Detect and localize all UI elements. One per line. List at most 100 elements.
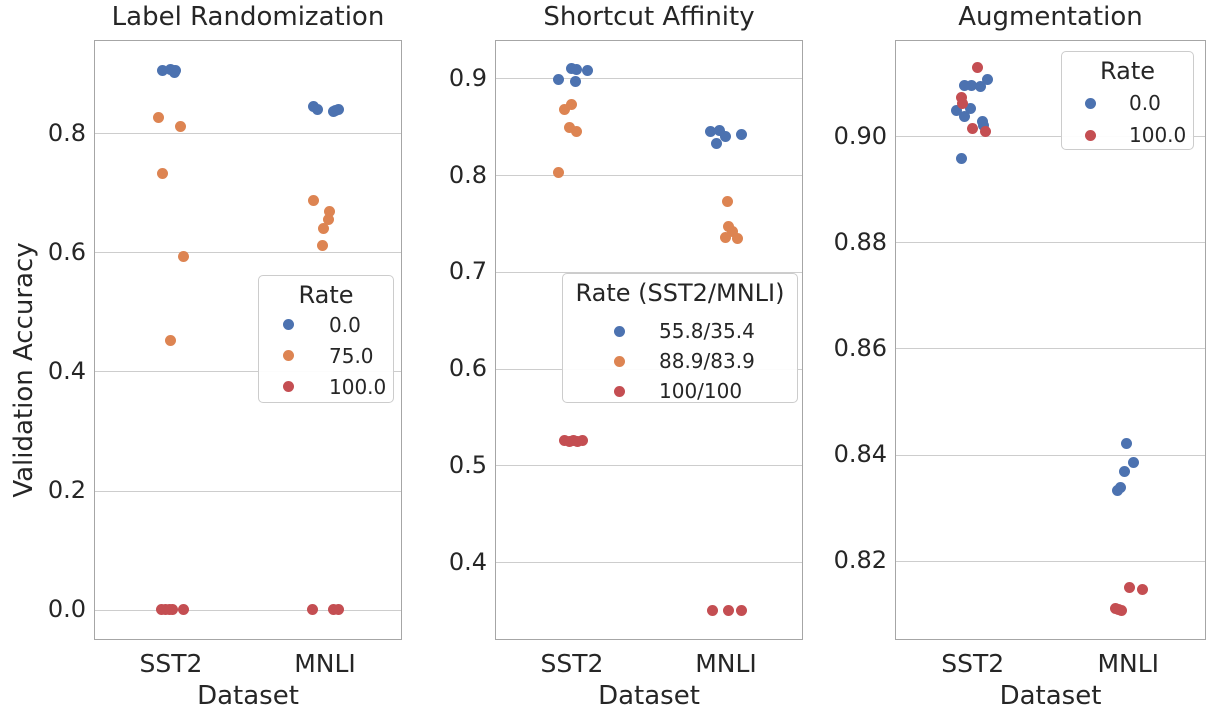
legend-entry-label: 100/100 xyxy=(659,379,743,403)
y-tick-label: 0.90 xyxy=(833,121,887,150)
legend-marker-dot xyxy=(282,381,294,392)
data-point xyxy=(731,232,743,244)
data-point xyxy=(332,603,344,615)
legend-entry-label: 0.0 xyxy=(1129,91,1161,115)
data-point xyxy=(332,104,344,116)
data-point xyxy=(959,110,971,122)
gridline xyxy=(95,252,401,254)
gridline xyxy=(95,609,401,611)
gridline xyxy=(95,490,401,492)
x-axis-label: Dataset xyxy=(598,681,700,711)
data-point xyxy=(558,104,570,116)
data-point xyxy=(174,121,186,133)
y-tick-label: 0.9 xyxy=(448,63,487,92)
legend-marker-dot xyxy=(1084,129,1096,141)
data-point xyxy=(1111,484,1123,496)
y-tick-label: 0.4 xyxy=(47,356,86,385)
gridline xyxy=(95,371,401,373)
legend-row: 0.0 xyxy=(259,309,393,340)
data-point xyxy=(722,605,734,617)
legend-title: Rate xyxy=(298,281,354,309)
gridline xyxy=(896,242,1205,244)
data-point xyxy=(311,103,323,115)
x-tick-label: MNLI xyxy=(1097,649,1160,678)
y-tick-label: 0.84 xyxy=(833,440,887,469)
y-tick-label: 0.86 xyxy=(833,333,887,362)
data-point xyxy=(1123,581,1135,593)
y-tick-label: 0.4 xyxy=(448,547,487,576)
data-point xyxy=(721,196,733,208)
data-point xyxy=(316,239,328,251)
y-tick-label: 0.8 xyxy=(47,118,86,147)
y-tick-label: 0.6 xyxy=(448,354,487,383)
data-point xyxy=(982,73,994,85)
data-point xyxy=(570,63,582,75)
legend-entry-label: 88.9/83.9 xyxy=(659,349,755,373)
data-point xyxy=(581,64,593,76)
x-axis-label: Dataset xyxy=(197,681,299,711)
data-point xyxy=(1118,465,1130,477)
data-point xyxy=(966,80,978,92)
data-point xyxy=(1120,437,1132,449)
legend: Rate 0.0 100.0 xyxy=(1061,51,1194,150)
data-point xyxy=(972,62,984,74)
legend-marker-dot xyxy=(282,350,294,361)
legend-entry-label: 55.8/35.4 xyxy=(659,319,755,343)
legend-row: 88.9/83.9 xyxy=(563,346,797,376)
data-point xyxy=(706,605,718,617)
data-point xyxy=(957,98,969,110)
legend-entry-label: 100.0 xyxy=(1129,123,1187,147)
gridline xyxy=(95,133,401,135)
x-tick-label: SST2 xyxy=(941,649,1005,678)
data-point xyxy=(713,125,725,137)
gridline xyxy=(896,560,1205,562)
data-point xyxy=(956,91,968,103)
data-point xyxy=(967,123,979,135)
x-tick-label: MNLI xyxy=(294,649,356,678)
data-point xyxy=(552,74,564,86)
y-tick-label: 0.7 xyxy=(448,257,487,286)
legend-marker-dot xyxy=(282,319,294,330)
gridline xyxy=(496,271,802,273)
panel-title: Shortcut Affinity xyxy=(543,2,755,32)
legend-entry-label: 100.0 xyxy=(329,374,387,399)
data-point xyxy=(719,131,731,143)
y-tick-label: 0.88 xyxy=(833,227,887,256)
data-point xyxy=(177,251,189,263)
gridline xyxy=(496,175,802,177)
gridline xyxy=(496,562,802,564)
data-point xyxy=(164,334,176,346)
x-axis-label: Dataset xyxy=(999,681,1102,711)
y-tick-label: 0.82 xyxy=(833,546,887,575)
data-point xyxy=(710,138,722,150)
data-point xyxy=(152,112,164,124)
gridline xyxy=(896,136,1205,138)
legend-row: 100/100 xyxy=(563,376,797,406)
legend: Rate 0.0 75.0 100.0 xyxy=(258,275,394,403)
data-point xyxy=(323,205,335,217)
data-point xyxy=(959,80,971,92)
data-point xyxy=(956,152,968,164)
y-tick-label: 0.5 xyxy=(448,450,487,479)
data-point xyxy=(156,65,168,77)
data-point xyxy=(735,129,747,141)
y-tick-label: 0.6 xyxy=(47,237,86,266)
data-point xyxy=(704,126,716,138)
legend-row: 55.8/35.4 xyxy=(563,316,797,346)
data-point xyxy=(1136,584,1148,596)
y-tick-label: 0.2 xyxy=(47,476,86,504)
data-point xyxy=(1127,456,1139,468)
data-point xyxy=(177,603,189,615)
data-point xyxy=(306,603,318,615)
data-point xyxy=(975,81,987,93)
data-point xyxy=(552,167,564,179)
x-tick-label: SST2 xyxy=(139,649,203,678)
legend-title: Rate xyxy=(1099,57,1156,85)
data-point xyxy=(569,76,581,88)
data-point xyxy=(570,126,582,138)
gridline xyxy=(496,78,802,80)
gridline xyxy=(496,465,802,467)
data-point xyxy=(563,121,575,133)
data-point xyxy=(1115,605,1127,617)
